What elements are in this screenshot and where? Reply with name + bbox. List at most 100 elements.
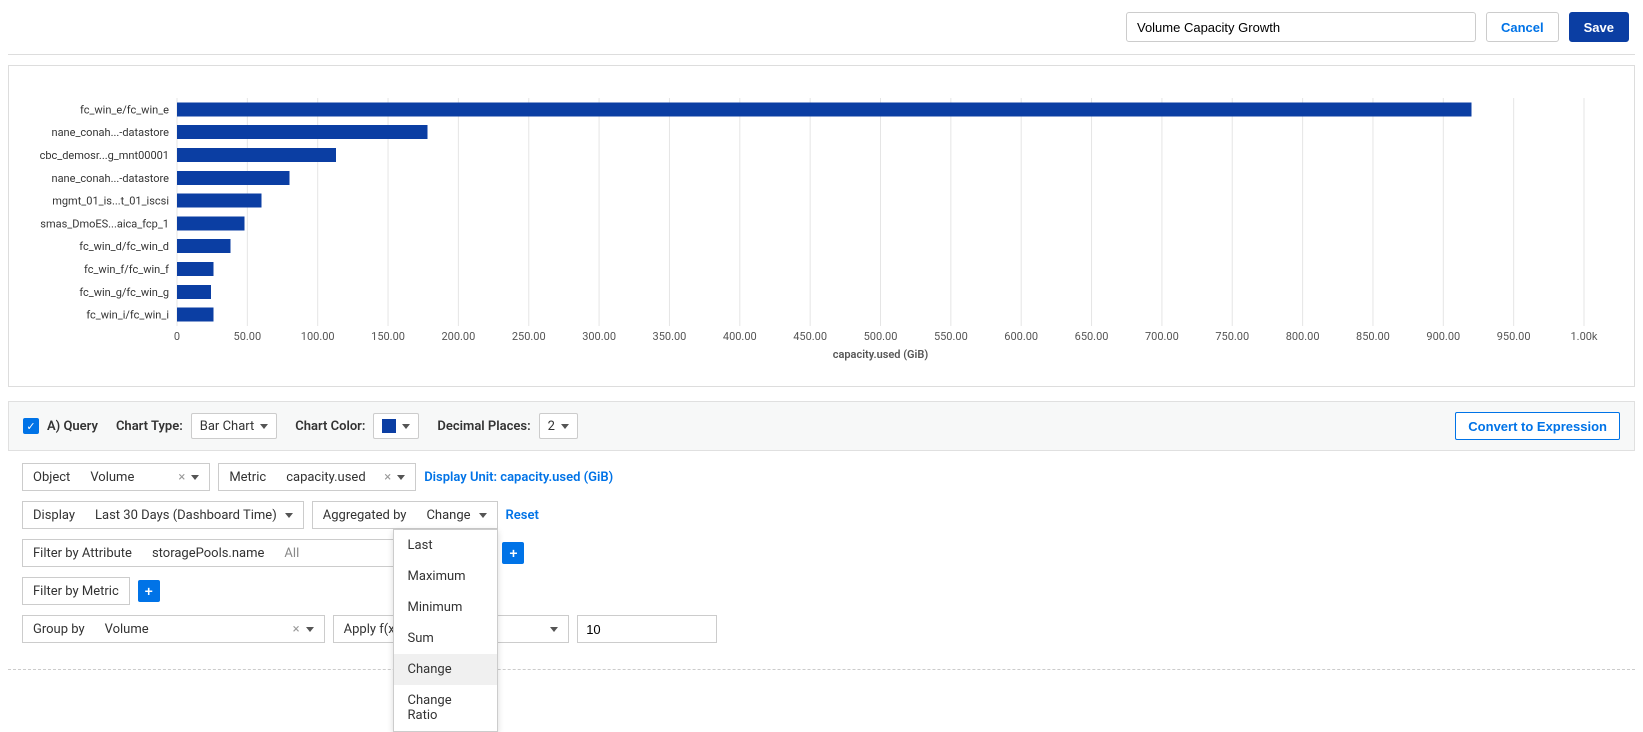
svg-text:150.00: 150.00 — [371, 330, 405, 343]
filter-attribute-field[interactable]: storagePools.name — [142, 539, 274, 567]
svg-text:600.00: 600.00 — [1004, 330, 1038, 343]
svg-text:550.00: 550.00 — [934, 330, 968, 343]
svg-text:450.00: 450.00 — [793, 330, 827, 343]
clear-icon[interactable]: × — [178, 470, 185, 485]
bar — [177, 102, 1471, 116]
clear-icon[interactable]: × — [384, 470, 391, 485]
filter-by-attribute-label: Filter by Attribute — [22, 539, 142, 567]
bar — [177, 308, 214, 322]
bar — [177, 171, 290, 185]
chart-type-value: Bar Chart — [200, 419, 254, 434]
decimal-places-label: Decimal Places: — [437, 419, 530, 434]
controls-block: Object Volume × Metric capacity.used × D… — [8, 451, 1635, 670]
filter-attribute-value: storagePools.name — [152, 546, 264, 561]
query-checkbox[interactable]: ✓ — [23, 418, 39, 434]
chevron-down-icon — [397, 475, 405, 480]
color-swatch — [382, 419, 396, 433]
chart-color-select[interactable] — [373, 413, 419, 439]
decimal-places-value: 2 — [548, 419, 555, 434]
group-by-select[interactable]: Volume × — [95, 615, 325, 643]
svg-text:fc_win_i/fc_win_i: fc_win_i/fc_win_i — [86, 309, 169, 322]
chevron-down-icon — [260, 424, 268, 429]
bar-chart: 0 50.00 100.00 150.00 200.00 250.00 300.00 350.… — [17, 86, 1604, 366]
save-button[interactable]: Save — [1569, 12, 1629, 42]
chevron-down-icon — [479, 513, 487, 518]
svg-text:350.00: 350.00 — [653, 330, 687, 343]
chevron-down-icon — [285, 513, 293, 518]
svg-text:950.00: 950.00 — [1497, 330, 1531, 343]
svg-text:650.00: 650.00 — [1075, 330, 1109, 343]
display-unit-link[interactable]: Display Unit: capacity.used (GiB) — [424, 470, 613, 485]
chart-type-select[interactable]: Bar Chart — [191, 413, 277, 439]
aggregated-by-value: Change — [426, 508, 470, 523]
display-range-select[interactable]: Last 30 Days (Dashboard Time) — [85, 501, 304, 529]
bar — [177, 239, 230, 253]
metric-select[interactable]: capacity.used × — [276, 463, 416, 491]
svg-text:mgmt_01_is...t_01_iscsi: mgmt_01_is...t_01_iscsi — [52, 195, 169, 208]
cancel-button[interactable]: Cancel — [1486, 12, 1559, 42]
svg-text:500.00: 500.00 — [864, 330, 898, 343]
chevron-down-icon — [561, 424, 569, 429]
bar — [177, 194, 261, 208]
svg-text:fc_win_f/fc_win_f: fc_win_f/fc_win_f — [84, 263, 169, 276]
dropdown-item[interactable]: Maximum — [394, 561, 497, 592]
svg-text:250.00: 250.00 — [512, 330, 546, 343]
metric-value: capacity.used — [286, 470, 365, 485]
svg-text:fc_win_g/fc_win_g: fc_win_g/fc_win_g — [79, 286, 169, 299]
svg-text:800.00: 800.00 — [1286, 330, 1320, 343]
svg-text:nane_conah...-datastore: nane_conah...-datastore — [52, 172, 170, 185]
svg-text:100.00: 100.00 — [301, 330, 335, 343]
apply-fx-number-input[interactable] — [577, 615, 717, 643]
group-by-label: Group by — [22, 615, 95, 643]
bar — [177, 285, 211, 299]
chevron-down-icon — [550, 627, 558, 632]
filter-attribute-placeholder: All — [284, 546, 299, 561]
svg-text:50.00: 50.00 — [234, 330, 262, 343]
object-select[interactable]: Volume × — [80, 463, 210, 491]
chart-color-label: Chart Color: — [295, 419, 365, 434]
svg-text:fc_win_d/fc_win_d: fc_win_d/fc_win_d — [79, 240, 169, 253]
chart-type-label: Chart Type: — [116, 419, 183, 434]
svg-text:850.00: 850.00 — [1356, 330, 1390, 343]
filter-by-metric-label: Filter by Metric — [22, 577, 130, 605]
svg-text:200.00: 200.00 — [441, 330, 475, 343]
svg-text:nane_conah...-datastore: nane_conah...-datastore — [52, 126, 170, 139]
dropdown-item[interactable]: Change — [394, 654, 497, 685]
bar — [177, 148, 336, 162]
svg-text:1.00k: 1.00k — [1570, 330, 1597, 343]
svg-text:900.00: 900.00 — [1426, 330, 1460, 343]
svg-text:750.00: 750.00 — [1215, 330, 1249, 343]
convert-to-expression-button[interactable]: Convert to Expression — [1455, 412, 1620, 440]
group-by-value: Volume — [105, 622, 149, 637]
svg-text:300.00: 300.00 — [582, 330, 616, 343]
aggregated-by-select[interactable]: Change — [416, 501, 497, 529]
decimal-places-select[interactable]: 2 — [539, 413, 578, 439]
dropdown-item[interactable]: Minimum — [394, 592, 497, 623]
chart-container: 0 50.00 100.00 150.00 200.00 250.00 300.00 350.… — [8, 65, 1635, 387]
chevron-down-icon — [306, 627, 314, 632]
svg-text:capacity.used (GiB): capacity.used (GiB) — [833, 348, 929, 361]
reset-link[interactable]: Reset — [506, 508, 539, 523]
widget-title-input[interactable] — [1126, 12, 1476, 42]
bar — [177, 216, 245, 230]
svg-text:cbc_demosr...g_mnt00001: cbc_demosr...g_mnt00001 — [40, 149, 169, 162]
svg-text:0: 0 — [174, 330, 180, 343]
clear-icon[interactable]: × — [293, 622, 300, 637]
query-config-bar: ✓ A) Query Chart Type: Bar Chart Chart C… — [8, 401, 1635, 451]
svg-text:fc_win_e/fc_win_e: fc_win_e/fc_win_e — [80, 103, 169, 116]
chevron-down-icon — [191, 475, 199, 480]
add-filter-button[interactable]: + — [502, 542, 524, 564]
dropdown-item[interactable]: Last — [394, 530, 497, 561]
header-bar: Cancel Save — [8, 8, 1635, 55]
dropdown-item[interactable]: Sum — [394, 623, 497, 654]
svg-text:400.00: 400.00 — [723, 330, 757, 343]
display-range-value: Last 30 Days (Dashboard Time) — [95, 508, 277, 523]
query-label: A) Query — [47, 419, 98, 434]
dropdown-item[interactable]: Change Ratio — [394, 685, 497, 731]
bar — [177, 262, 214, 276]
add-metric-filter-button[interactable]: + — [138, 580, 160, 602]
aggregated-by-label: Aggregated by — [312, 501, 417, 529]
object-value: Volume — [90, 470, 134, 485]
bar — [177, 125, 427, 139]
object-label: Object — [22, 463, 80, 491]
